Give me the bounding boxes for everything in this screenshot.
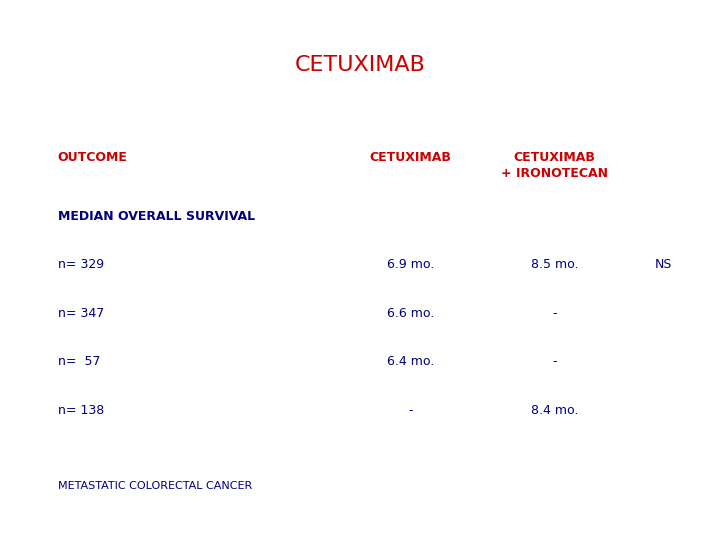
Text: n= 329: n= 329 [58,258,104,271]
Text: OUTCOME: OUTCOME [58,151,127,164]
Text: 8.5 mo.: 8.5 mo. [531,258,578,271]
Text: METASTATIC COLORECTAL CANCER: METASTATIC COLORECTAL CANCER [58,481,252,491]
Text: -: - [408,404,413,417]
Text: CETUXIMAB: CETUXIMAB [369,151,451,164]
Text: n=  57: n= 57 [58,355,100,368]
Text: MEDIAN OVERALL SURVIVAL: MEDIAN OVERALL SURVIVAL [58,210,255,222]
Text: CETUXIMAB: CETUXIMAB [294,55,426,75]
Text: 8.4 mo.: 8.4 mo. [531,404,578,417]
Text: -: - [552,355,557,368]
Text: CETUXIMAB
+ IRONOTECAN: CETUXIMAB + IRONOTECAN [501,151,608,180]
Text: -: - [552,307,557,320]
Text: n= 138: n= 138 [58,404,104,417]
Text: n= 347: n= 347 [58,307,104,320]
Text: NS: NS [655,258,672,271]
Text: 6.4 mo.: 6.4 mo. [387,355,434,368]
Text: 6.9 mo.: 6.9 mo. [387,258,434,271]
Text: 6.6 mo.: 6.6 mo. [387,307,434,320]
